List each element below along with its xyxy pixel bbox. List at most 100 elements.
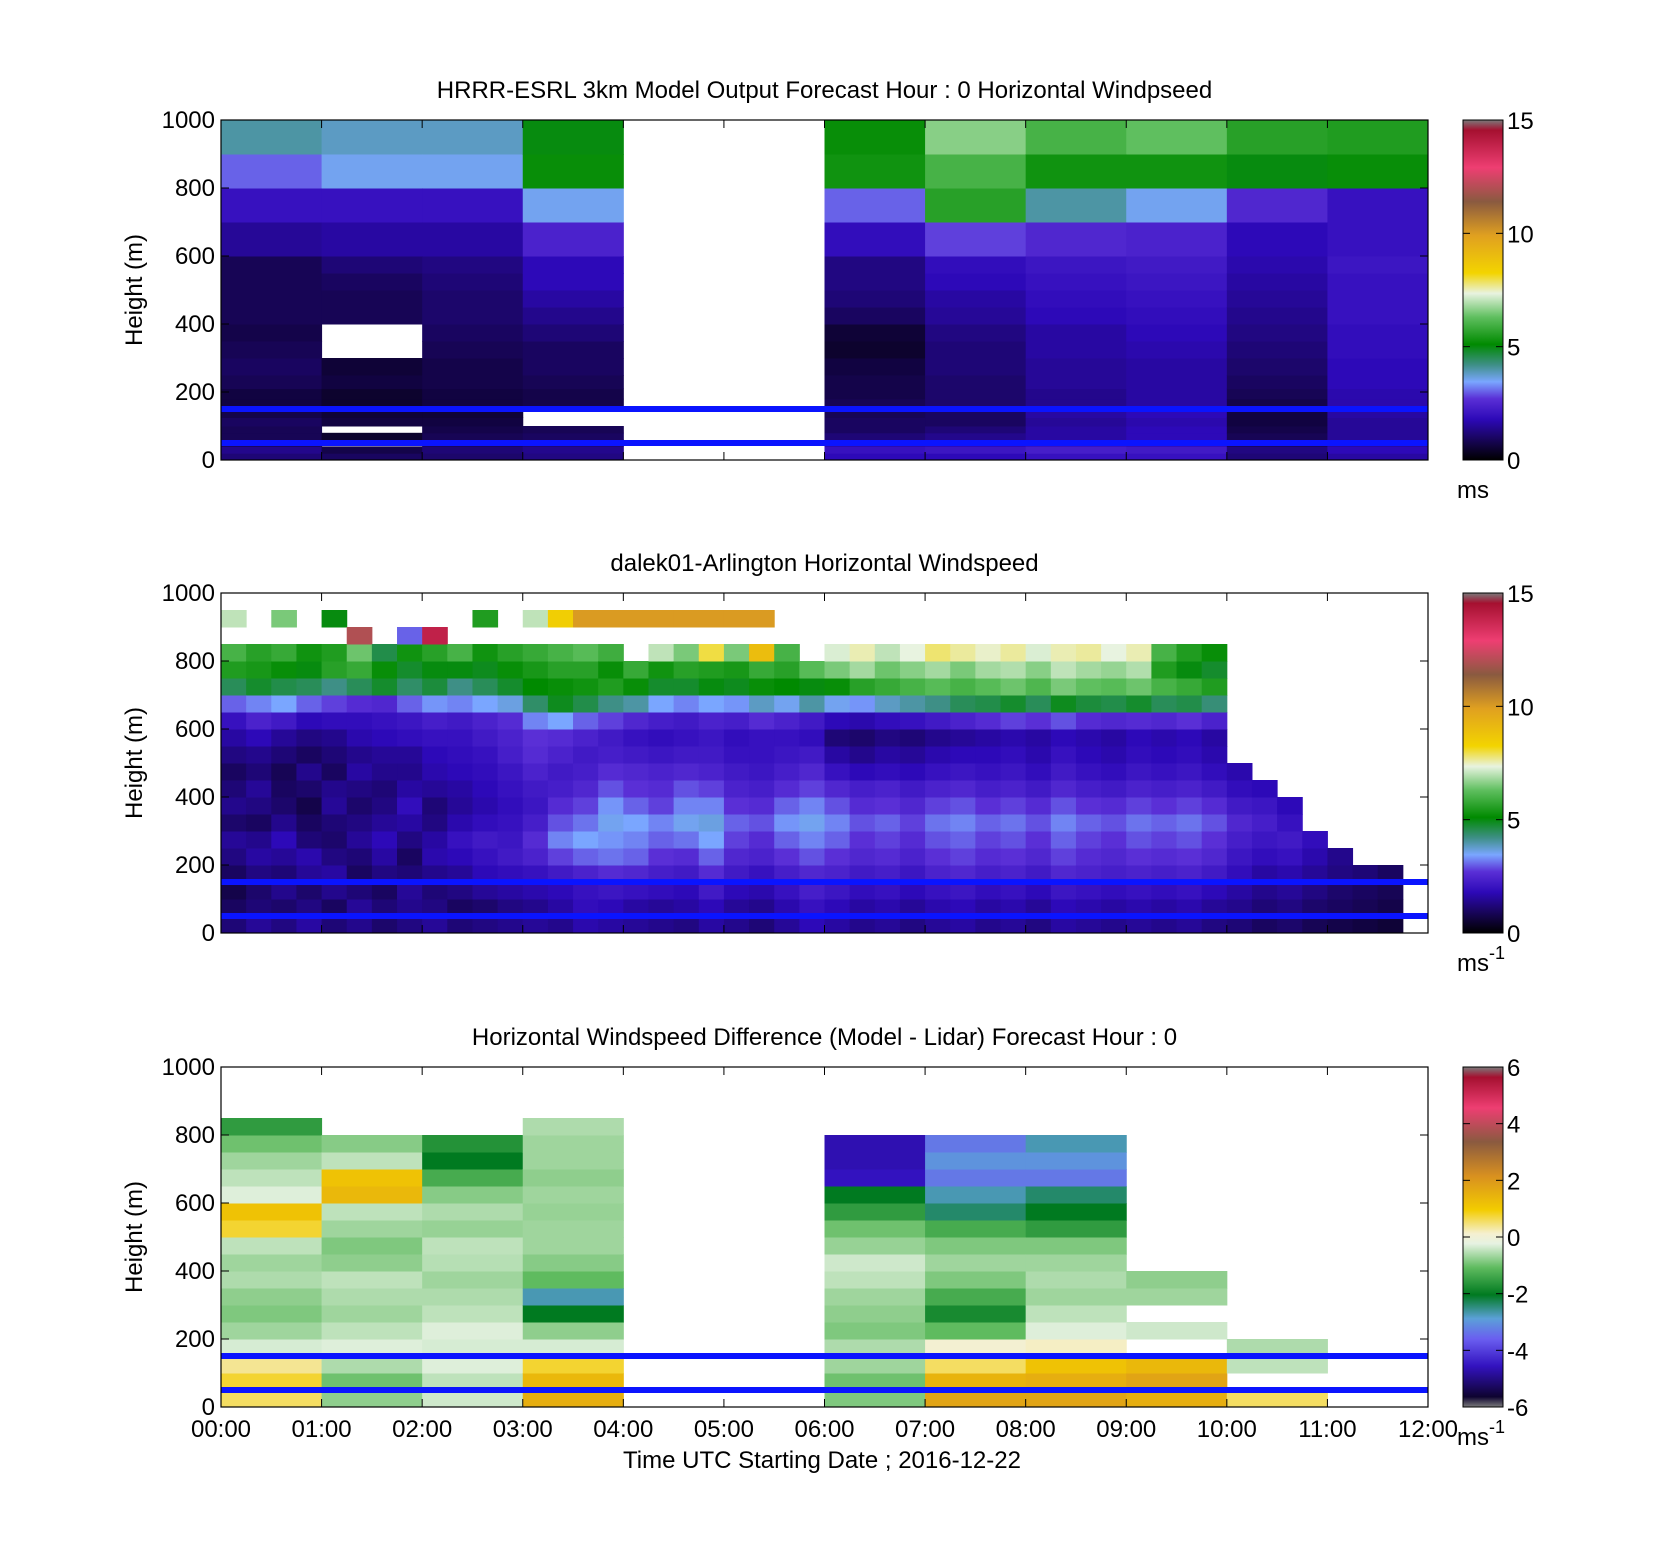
heatmap-cell: [1327, 222, 1429, 257]
heatmap-cell: [1025, 409, 1127, 418]
heatmap-cell: [221, 273, 323, 291]
heatmap-cell: [1126, 375, 1228, 390]
heatmap-cell: [598, 780, 624, 798]
heatmap-cell: [221, 388, 323, 400]
heatmap-cell: [1025, 882, 1052, 900]
heatmap-cell: [1075, 882, 1102, 900]
heatmap-cell: [1226, 388, 1328, 400]
heatmap-cell: [1251, 780, 1278, 798]
heatmap-cell: [1327, 273, 1429, 291]
chart-title: dalek01-Arlington Horizontal Windspeed: [610, 550, 1038, 577]
heatmap-cell: [497, 865, 524, 883]
heatmap-cell: [221, 341, 323, 359]
heatmap-cell: [1025, 695, 1052, 713]
heatmap-cell: [1000, 678, 1027, 696]
heatmap-cell: [1050, 882, 1077, 900]
heatmap-cell: [271, 763, 297, 781]
heatmap-cell: [522, 899, 549, 917]
heatmap-cell: [1277, 848, 1303, 866]
colorbar-tick-label: 5: [1507, 808, 1520, 835]
heatmap-cell: [774, 644, 800, 662]
heatmap-cell: [749, 814, 775, 832]
heatmap-cell: [573, 797, 599, 815]
heatmap-cell: [221, 916, 247, 934]
heatmap-cell: [472, 661, 499, 679]
heatmap-cell: [698, 695, 725, 713]
heatmap-cell: [749, 661, 775, 679]
heatmap-cell: [774, 712, 800, 730]
heatmap-cell: [1126, 120, 1228, 155]
heatmap-cell: [623, 695, 649, 713]
heatmap-cell: [522, 375, 624, 390]
heatmap-cell: [849, 678, 876, 696]
heatmap-cell: [975, 899, 1002, 917]
heatmap-cells: [221, 610, 1404, 934]
heatmap-cell: [422, 1271, 524, 1289]
heatmap-cell: [522, 1169, 624, 1187]
heatmap-cell: [673, 644, 700, 662]
heatmap-cell: [522, 712, 549, 730]
heatmap-cell: [1000, 780, 1027, 798]
heatmap-cell: [321, 446, 423, 454]
heatmap-cell: [648, 746, 675, 764]
heatmap-cell: [975, 712, 1002, 730]
heatmap-cell: [1075, 916, 1102, 934]
heatmap-cell: [1126, 729, 1152, 747]
heatmap-cell: [774, 831, 800, 849]
heatmap-cell: [422, 865, 448, 883]
heatmap-cell: [799, 695, 825, 713]
heatmap-cell: [1226, 417, 1328, 427]
heatmap-cell: [296, 695, 323, 713]
heatmap-cell: [598, 882, 624, 900]
heatmap-cell: [472, 814, 499, 832]
heatmap-cell: [824, 388, 926, 400]
heatmap-cell: [422, 899, 448, 917]
heatmap-cell: [1075, 763, 1102, 781]
heatmap-cell: [673, 661, 700, 679]
heatmap-cell: [774, 899, 800, 917]
heatmap-cell: [1025, 446, 1127, 454]
heatmap-cell: [1327, 188, 1429, 223]
heatmap-cell: [1251, 865, 1278, 883]
colorbar-unit-exponent: -1: [1489, 1417, 1505, 1437]
heatmap-cell: [447, 678, 473, 696]
heatmap-cell: [271, 712, 297, 730]
heatmap-cell: [296, 899, 323, 917]
heatmap-cell: [824, 324, 926, 342]
heatmap-cell: [472, 882, 499, 900]
heatmap-cell: [925, 388, 1027, 400]
heatmap-cell: [447, 746, 473, 764]
y-tick-label: 600: [175, 716, 215, 743]
heatmap-cell: [221, 1339, 323, 1357]
heatmap-cell: [1352, 882, 1379, 900]
heatmap-cell: [321, 358, 423, 376]
heatmap-cell: [447, 865, 473, 883]
heatmap-cell: [874, 848, 901, 866]
heatmap-cell: [749, 763, 775, 781]
heatmap-cell: [723, 746, 750, 764]
heatmap-cell: [1352, 899, 1379, 917]
heatmap-cell: [598, 678, 624, 696]
heatmap-cell: [1126, 307, 1228, 325]
heatmap-cell: [1176, 814, 1203, 832]
heatmap-cell: [321, 831, 348, 849]
heatmap-cell: [1025, 746, 1052, 764]
heatmap-cell: [573, 712, 599, 730]
heatmap-cell: [1025, 1305, 1127, 1323]
heatmap-cell: [547, 848, 574, 866]
heatmap-cell: [522, 290, 624, 308]
heatmap-cell: [1075, 848, 1102, 866]
heatmap-cell: [447, 848, 473, 866]
heatmap-cell: [422, 661, 448, 679]
heatmap-cell: [497, 661, 524, 679]
heatmap-cell: [422, 1169, 524, 1187]
heatmap-cell: [522, 388, 624, 400]
heatmap-cell: [824, 1322, 926, 1340]
heatmap-cell: [1277, 797, 1303, 815]
heatmap-cell: [824, 695, 851, 713]
heatmap-cell: [296, 763, 323, 781]
heatmap-cell: [371, 746, 398, 764]
heatmap-cell: [925, 831, 951, 849]
heatmap-cell: [547, 678, 574, 696]
heatmap-cell: [899, 848, 926, 866]
